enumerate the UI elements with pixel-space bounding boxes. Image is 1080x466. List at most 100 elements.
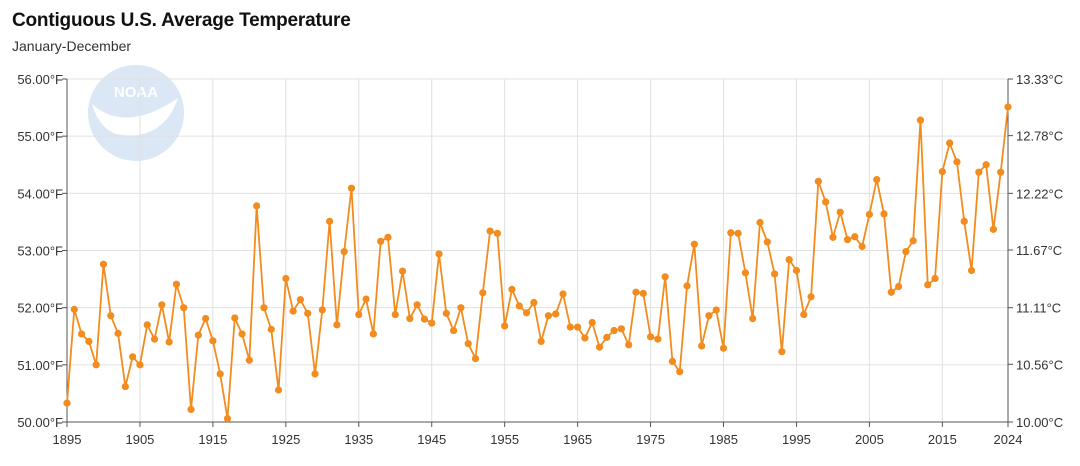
data-point[interactable] xyxy=(267,325,275,333)
data-point[interactable] xyxy=(245,356,253,364)
data-point[interactable] xyxy=(158,301,166,309)
data-point[interactable] xyxy=(909,237,917,245)
data-point[interactable] xyxy=(574,323,582,331)
data-point[interactable] xyxy=(552,310,560,318)
data-point[interactable] xyxy=(165,338,173,346)
data-point[interactable] xyxy=(216,370,224,378)
data-point[interactable] xyxy=(931,274,939,283)
data-point[interactable] xyxy=(617,325,625,333)
data-point[interactable] xyxy=(92,361,100,369)
data-point[interactable] xyxy=(136,361,144,369)
data-point[interactable] xyxy=(537,337,545,345)
data-point[interactable] xyxy=(749,314,757,323)
data-point[interactable] xyxy=(581,334,589,342)
data-point[interactable] xyxy=(486,227,494,235)
data-point[interactable] xyxy=(442,309,450,317)
data-point[interactable] xyxy=(384,233,392,241)
data-point[interactable] xyxy=(70,305,78,313)
data-point[interactable] xyxy=(282,274,290,283)
data-point[interactable] xyxy=(238,330,246,338)
data-point[interactable] xyxy=(333,321,341,329)
data-point[interactable] xyxy=(588,318,596,327)
data-point[interactable] xyxy=(253,202,261,210)
data-point[interactable] xyxy=(464,340,472,348)
data-point[interactable] xyxy=(347,184,356,192)
data-point[interactable] xyxy=(435,250,443,258)
data-point[interactable] xyxy=(734,229,742,237)
data-point[interactable] xyxy=(311,370,319,378)
data-point[interactable] xyxy=(318,306,326,314)
data-point[interactable] xyxy=(705,312,713,320)
data-point[interactable] xyxy=(719,344,728,352)
data-point[interactable] xyxy=(143,321,151,329)
data-point[interactable] xyxy=(114,329,122,337)
data-point[interactable] xyxy=(194,331,202,339)
data-point[interactable] xyxy=(1004,103,1012,111)
data-point[interactable] xyxy=(946,139,954,147)
data-point[interactable] xyxy=(107,312,115,320)
data-point[interactable] xyxy=(938,168,946,176)
data-point[interactable] xyxy=(566,323,574,331)
data-point[interactable] xyxy=(202,314,210,323)
data-point[interactable] xyxy=(887,288,895,296)
data-point[interactable] xyxy=(231,314,239,322)
data-point[interactable] xyxy=(471,354,480,363)
data-point[interactable] xyxy=(398,267,407,275)
data-point[interactable] xyxy=(727,229,735,237)
data-point[interactable] xyxy=(274,386,283,394)
data-point[interactable] xyxy=(223,414,232,423)
data-point[interactable] xyxy=(646,333,655,341)
data-point[interactable] xyxy=(989,225,998,233)
data-point[interactable] xyxy=(770,270,779,278)
data-point[interactable] xyxy=(785,256,793,264)
data-point[interactable] xyxy=(260,304,268,312)
data-point[interactable] xyxy=(683,282,691,290)
data-point[interactable] xyxy=(836,208,844,216)
data-point[interactable] xyxy=(377,237,385,245)
data-point[interactable] xyxy=(493,229,501,237)
data-point[interactable] xyxy=(843,236,852,244)
data-point[interactable] xyxy=(501,322,509,330)
data-point[interactable] xyxy=(150,335,159,343)
data-point[interactable] xyxy=(450,326,458,335)
data-point[interactable] xyxy=(763,238,771,246)
data-point[interactable] xyxy=(858,242,866,251)
data-point[interactable] xyxy=(172,280,181,288)
data-point[interactable] xyxy=(544,312,553,320)
data-point[interactable] xyxy=(953,158,961,166)
data-point[interactable] xyxy=(997,168,1005,176)
data-point[interactable] xyxy=(63,399,71,407)
data-point[interactable] xyxy=(420,315,429,323)
data-point[interactable] xyxy=(698,342,706,350)
data-point[interactable] xyxy=(967,266,976,275)
data-point[interactable] xyxy=(632,288,640,296)
data-point[interactable] xyxy=(822,198,830,206)
data-point[interactable] xyxy=(756,218,764,227)
data-point[interactable] xyxy=(982,161,990,169)
data-point[interactable] xyxy=(668,357,677,365)
data-point[interactable] xyxy=(304,309,312,317)
data-point[interactable] xyxy=(187,405,195,414)
data-point[interactable] xyxy=(340,248,348,256)
data-point[interactable] xyxy=(960,217,968,225)
data-point[interactable] xyxy=(121,382,129,391)
data-point[interactable] xyxy=(807,293,815,301)
data-point[interactable] xyxy=(792,266,801,275)
data-point[interactable] xyxy=(530,298,538,307)
data-point[interactable] xyxy=(873,176,881,184)
data-point[interactable] xyxy=(515,302,523,310)
data-point[interactable] xyxy=(355,310,363,319)
data-point[interactable] xyxy=(880,210,888,218)
data-point[interactable] xyxy=(479,289,487,297)
data-point[interactable] xyxy=(610,326,618,335)
data-point[interactable] xyxy=(326,217,334,225)
data-point[interactable] xyxy=(209,337,217,345)
data-point[interactable] xyxy=(916,116,925,124)
data-point[interactable] xyxy=(712,306,720,314)
data-point[interactable] xyxy=(457,304,465,312)
data-point[interactable] xyxy=(894,282,903,291)
data-point[interactable] xyxy=(508,285,516,293)
data-point[interactable] xyxy=(99,260,108,268)
data-point[interactable] xyxy=(741,269,750,277)
data-point[interactable] xyxy=(77,330,86,338)
